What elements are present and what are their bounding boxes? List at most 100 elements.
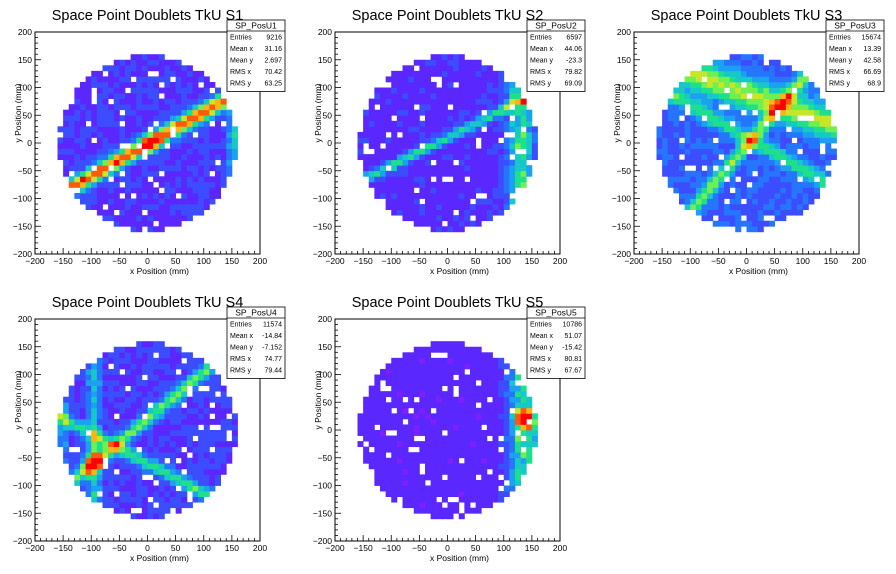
heatmap-cell — [475, 391, 482, 398]
heatmap-cell — [96, 104, 103, 111]
heatmap-cell — [181, 115, 188, 122]
heatmap-cell — [492, 176, 499, 183]
heatmap-cell — [396, 76, 403, 83]
heatmap-cell — [503, 87, 510, 94]
heatmap-cell — [667, 154, 674, 161]
heatmap-cell — [91, 204, 98, 210]
heatmap-cell — [408, 115, 415, 122]
heatmap-cell — [430, 363, 437, 370]
heatmap-cell — [385, 424, 392, 431]
heatmap-cell — [141, 502, 148, 509]
heatmap-cell — [136, 380, 143, 386]
heatmap-cell — [192, 192, 199, 199]
heatmap-cell — [209, 391, 216, 398]
heatmap-cell — [164, 507, 171, 514]
heatmap-cell — [203, 474, 210, 481]
heatmap-cell — [108, 485, 115, 492]
heatmap-cell — [458, 341, 465, 348]
heatmap-cell — [531, 418, 538, 425]
heatmap-cell — [662, 120, 669, 127]
heatmap-cell — [186, 65, 193, 72]
heatmap-cell — [453, 76, 460, 83]
heatmap-cell — [147, 170, 154, 177]
heatmap-cell — [192, 181, 199, 188]
heatmap-cell — [192, 441, 199, 448]
heatmap-cell — [181, 457, 188, 464]
x-tick-label: −150 — [653, 256, 672, 266]
heatmap-cell — [740, 126, 747, 133]
heatmap-cell — [203, 491, 210, 497]
heatmap-cell — [509, 137, 516, 144]
heatmap-cell — [203, 368, 210, 375]
heatmap-cell — [85, 187, 92, 194]
heatmap-cell — [735, 226, 742, 233]
heatmap-cell — [175, 159, 182, 166]
heatmap-cell — [458, 181, 465, 188]
heatmap-cell — [186, 154, 193, 161]
heatmap-cell — [746, 170, 753, 177]
heatmap-cell — [170, 98, 177, 105]
heatmap-cell — [136, 346, 143, 353]
heatmap-cell — [80, 176, 87, 183]
heatmap-cell — [492, 137, 499, 144]
heatmap-cell — [707, 81, 714, 88]
heatmap-cell — [113, 120, 120, 127]
heatmap-cell — [130, 496, 137, 503]
heatmap-cell — [91, 418, 98, 425]
heatmap-cell — [413, 380, 420, 386]
heatmap-cell — [780, 131, 787, 138]
heatmap-cell — [192, 407, 199, 414]
heatmap-cell — [164, 474, 171, 481]
heatmap-cell — [408, 98, 415, 105]
x-axis-label: x Position (mm) — [729, 266, 788, 276]
heatmap-cell — [164, 502, 171, 509]
heatmap-cell — [203, 363, 210, 370]
heatmap-cell — [430, 54, 437, 61]
heatmap-cell — [425, 65, 432, 72]
heatmap-cell — [209, 407, 216, 414]
heatmap-cell — [526, 137, 533, 144]
heatmap-cell — [391, 104, 398, 111]
heatmap-cell — [147, 104, 154, 111]
heatmap-cell — [175, 59, 182, 66]
heatmap-cell — [203, 468, 210, 475]
heatmap-cell — [740, 65, 747, 72]
heatmap-cell — [192, 452, 199, 459]
heatmap-cell — [91, 159, 98, 166]
heatmap-cell — [125, 346, 132, 353]
heatmap-cell — [153, 187, 160, 194]
heatmap-cell — [119, 104, 126, 111]
heatmap-cell — [209, 441, 216, 448]
heatmap-cell — [91, 435, 98, 442]
heatmap-cell — [791, 98, 798, 105]
heatmap-cell — [136, 502, 143, 509]
heatmap-cell — [486, 441, 493, 448]
heatmap-cell — [430, 457, 437, 464]
heatmap-cell — [503, 452, 510, 459]
heatmap-cell — [825, 131, 832, 138]
heatmap-cell — [729, 204, 736, 210]
heatmap-cell — [226, 441, 233, 448]
heatmap-cell — [391, 468, 398, 475]
heatmap-cell — [158, 159, 165, 166]
x-tick-label: 150 — [225, 256, 239, 266]
heatmap-cell — [136, 407, 143, 414]
heatmap-cell — [425, 159, 432, 166]
heatmap-cell — [447, 479, 454, 486]
heatmap-cell — [791, 115, 798, 122]
x-axis-label: x Position (mm) — [430, 266, 489, 276]
heatmap-cell — [181, 165, 188, 172]
heatmap-cell — [447, 435, 454, 442]
heatmap-cell — [96, 126, 103, 133]
heatmap-cell — [419, 104, 426, 111]
heatmap-cell — [85, 468, 92, 475]
heatmap-cell — [503, 115, 510, 122]
heatmap-cell — [141, 220, 148, 227]
heatmap-cell — [408, 137, 415, 144]
heatmap-cell — [391, 396, 398, 403]
heatmap-cell — [486, 181, 493, 188]
heatmap-cell — [175, 70, 182, 77]
heatmap-cell — [701, 93, 708, 99]
heatmap-cell — [707, 93, 714, 99]
heatmap-cell — [119, 176, 126, 183]
